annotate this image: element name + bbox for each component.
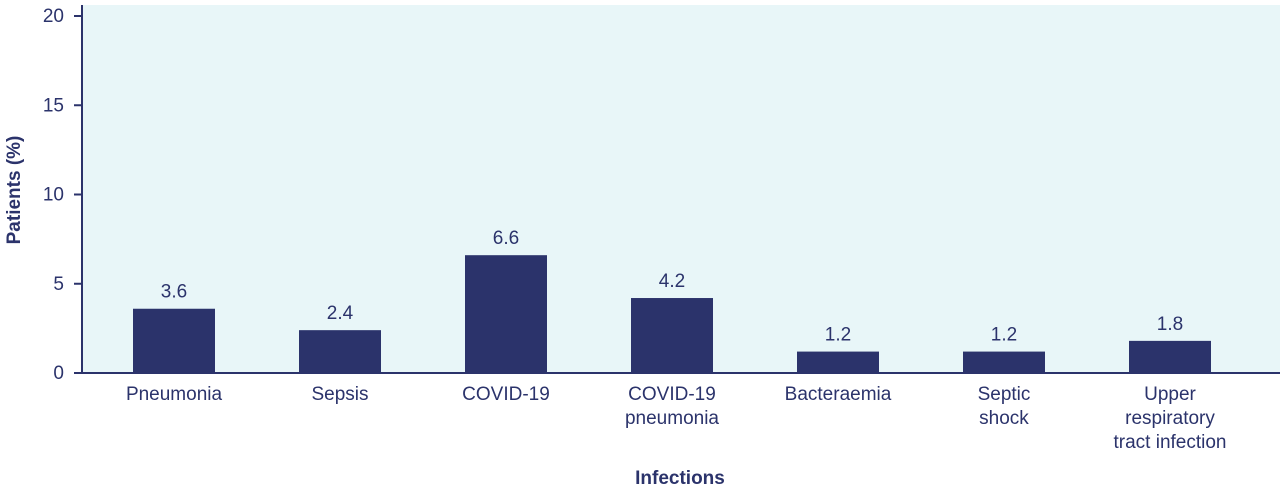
x-category-label: tract infection bbox=[1114, 432, 1227, 453]
bar-value-label: 2.4 bbox=[327, 303, 354, 324]
bars-group bbox=[133, 255, 1211, 373]
bar-value-label: 6.6 bbox=[493, 228, 519, 249]
bar-value-label: 3.6 bbox=[161, 282, 187, 303]
bar bbox=[631, 298, 713, 373]
x-category-label: respiratory bbox=[1125, 408, 1215, 429]
y-axis-title: Patients (%) bbox=[4, 136, 25, 245]
bar bbox=[963, 351, 1045, 373]
bar bbox=[299, 330, 381, 373]
y-tick-label: 20 bbox=[43, 6, 64, 27]
x-category-label: COVID-19 bbox=[462, 384, 550, 405]
y-tick-label: 10 bbox=[43, 185, 64, 206]
bar-value-label: 4.2 bbox=[659, 271, 685, 292]
x-category-label: Pneumonia bbox=[126, 384, 223, 405]
x-category-label: Upper bbox=[1144, 384, 1196, 405]
bar-value-label: 1.8 bbox=[1157, 314, 1183, 335]
value-labels-group: 3.6 2.4 6.6 4.2 1.2 1.2 1.8 bbox=[161, 228, 1183, 345]
y-tick-label: 0 bbox=[53, 363, 64, 384]
bar bbox=[1129, 340, 1211, 373]
bar bbox=[133, 308, 215, 373]
x-category-label: Sepsis bbox=[311, 384, 368, 405]
bar-value-label: 1.2 bbox=[991, 325, 1017, 346]
x-category-label: pneumonia bbox=[625, 408, 719, 429]
x-axis-title: Infections bbox=[635, 468, 725, 489]
x-category-label: shock bbox=[979, 408, 1029, 429]
bar bbox=[465, 255, 547, 373]
x-category-label: Septic bbox=[978, 384, 1031, 405]
x-labels-group: Pneumonia Sepsis COVID-19 COVID-19 pneumonia… bbox=[126, 384, 1227, 453]
bar-value-label: 1.2 bbox=[825, 325, 851, 346]
y-ticks-group: 0 5 10 15 20 bbox=[43, 6, 82, 384]
x-category-label: Bacteraemia bbox=[785, 384, 892, 405]
y-tick-label: 5 bbox=[53, 274, 64, 295]
bar bbox=[797, 351, 879, 373]
x-category-label: COVID-19 bbox=[628, 384, 716, 405]
y-tick-label: 15 bbox=[43, 95, 64, 116]
